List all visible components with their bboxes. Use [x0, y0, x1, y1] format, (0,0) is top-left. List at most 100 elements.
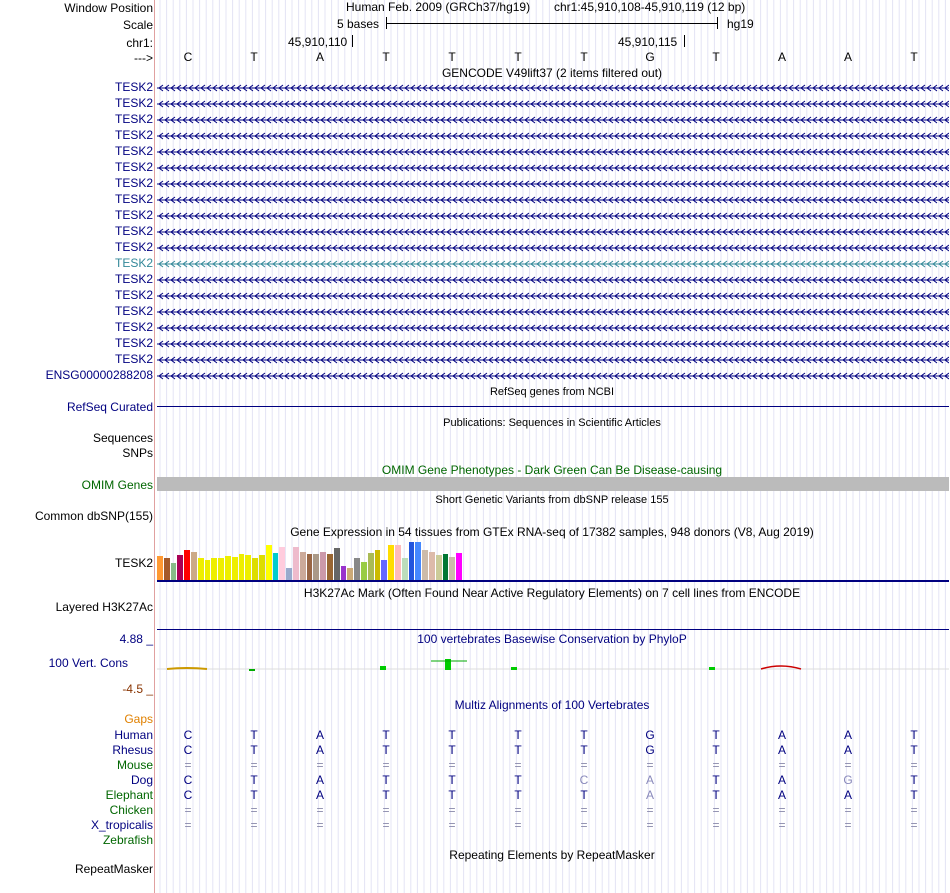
gtex-tissue-bar[interactable]: [306, 554, 313, 580]
gencode-gene-track[interactable]: [157, 163, 949, 173]
gencode-gene-track[interactable]: [157, 83, 949, 93]
gtex-label[interactable]: TESK2: [114, 556, 153, 570]
gtex-tissue-bar[interactable]: [191, 552, 197, 580]
sequences-label[interactable]: Sequences: [92, 431, 153, 445]
gtex-tissue-bar[interactable]: [299, 552, 306, 580]
gtex-tissue-bar[interactable]: [381, 560, 388, 580]
gtex-tissue-bar[interactable]: [456, 553, 462, 580]
gencode-gene-label[interactable]: TESK2: [114, 144, 153, 158]
refseq-label[interactable]: RefSeq Curated: [66, 400, 153, 414]
gtex-tissue-bar[interactable]: [163, 558, 170, 580]
gaps-label[interactable]: Gaps: [124, 712, 153, 726]
gencode-gene-track[interactable]: [157, 307, 949, 317]
gencode-gene-label[interactable]: TESK2: [114, 128, 153, 142]
omim-title[interactable]: OMIM Gene Phenotypes - Dark Green Can Be…: [381, 463, 723, 477]
gtex-tissue-bar[interactable]: [245, 555, 252, 580]
gencode-gene-track[interactable]: [157, 259, 949, 269]
gencode-gene-label[interactable]: TESK2: [114, 336, 153, 350]
multiz-species-label[interactable]: Rhesus: [112, 743, 153, 757]
gtex-tissue-bar[interactable]: [395, 545, 401, 580]
gencode-gene-track[interactable]: [157, 147, 949, 157]
gtex-tissue-bar[interactable]: [388, 545, 394, 580]
gencode-gene-track[interactable]: [157, 371, 949, 381]
gtex-tissue-bar[interactable]: [259, 555, 265, 580]
repeatmasker-label[interactable]: RepeatMasker: [74, 862, 153, 876]
multiz-species-label[interactable]: Human: [114, 728, 153, 742]
refseq-title[interactable]: RefSeq genes from NCBI: [489, 386, 615, 398]
gtex-tissue-bar[interactable]: [422, 550, 428, 580]
gtex-tissue-bar[interactable]: [211, 558, 218, 580]
snps-label[interactable]: SNPs: [122, 446, 153, 460]
gencode-gene-label[interactable]: TESK2: [114, 304, 153, 318]
multiz-species-label[interactable]: Elephant: [105, 788, 153, 802]
gencode-gene-track[interactable]: [157, 99, 949, 109]
gencode-gene-label[interactable]: TESK2: [114, 224, 153, 238]
gtex-tissue-bar[interactable]: [415, 542, 422, 580]
gencode-gene-label[interactable]: TESK2: [114, 176, 153, 190]
gencode-gene-track[interactable]: [157, 115, 949, 125]
gencode-gene-label[interactable]: ENSG00000288208: [45, 368, 153, 382]
gtex-tissue-bar[interactable]: [449, 557, 456, 580]
multiz-title[interactable]: Multiz Alignments of 100 Vertebrates: [454, 698, 650, 712]
gencode-gene-track[interactable]: [157, 243, 949, 253]
gencode-title[interactable]: GENCODE V49lift37 (2 items filtered out): [441, 66, 663, 80]
gencode-gene-label[interactable]: TESK2: [114, 352, 153, 366]
dbsnp-label[interactable]: Common dbSNP(155): [34, 509, 153, 523]
gtex-tissue-bar[interactable]: [320, 552, 326, 580]
dbsnp-title[interactable]: Short Genetic Variants from dbSNP releas…: [435, 494, 669, 506]
gtex-tissue-bar[interactable]: [313, 554, 320, 580]
gtex-tissue-bar[interactable]: [197, 558, 204, 580]
refseq-gene-line[interactable]: [157, 406, 949, 407]
gtex-tissue-bar[interactable]: [170, 563, 177, 580]
gtex-tissue-bar[interactable]: [184, 550, 190, 580]
gtex-tissue-bar[interactable]: [293, 547, 299, 580]
gtex-tissue-bar[interactable]: [333, 548, 340, 580]
gencode-gene-label[interactable]: TESK2: [114, 240, 153, 254]
gtex-tissue-bar[interactable]: [340, 566, 347, 580]
phylop-graph[interactable]: [157, 655, 949, 680]
gencode-gene-track[interactable]: [157, 195, 949, 205]
gencode-gene-label[interactable]: TESK2: [114, 256, 153, 270]
gtex-tissue-bar[interactable]: [374, 550, 381, 580]
gtex-tissue-bar[interactable]: [265, 545, 272, 580]
multiz-species-label[interactable]: Mouse: [116, 758, 153, 772]
gtex-tissue-bar[interactable]: [231, 557, 238, 580]
gtex-tissue-bar[interactable]: [367, 553, 374, 580]
gencode-gene-track[interactable]: [157, 355, 949, 365]
gtex-tissue-bar[interactable]: [327, 554, 333, 580]
h3k27ac-label[interactable]: Layered H3K27Ac: [55, 600, 153, 614]
gtex-tissue-bar[interactable]: [354, 558, 360, 580]
publications-title[interactable]: Publications: Sequences in Scientific Ar…: [443, 417, 661, 429]
gencode-gene-track[interactable]: [157, 211, 949, 221]
gtex-tissue-bar[interactable]: [225, 556, 231, 580]
gtex-tissue-bar[interactable]: [157, 556, 163, 580]
gtex-tissue-bar[interactable]: [272, 553, 279, 580]
gtex-tissue-bar[interactable]: [279, 547, 286, 580]
gtex-tissue-bar[interactable]: [204, 560, 211, 580]
gencode-gene-label[interactable]: TESK2: [114, 96, 153, 110]
gtex-tissue-bar[interactable]: [238, 554, 245, 580]
multiz-species-label[interactable]: X_tropicalis: [90, 818, 153, 832]
gtex-tissue-bar[interactable]: [408, 542, 415, 580]
h3k27ac-title[interactable]: H3K27Ac Mark (Often Found Near Active Re…: [303, 586, 801, 600]
gencode-gene-label[interactable]: TESK2: [114, 112, 153, 126]
gencode-gene-label[interactable]: TESK2: [114, 208, 153, 222]
gencode-gene-label[interactable]: TESK2: [114, 288, 153, 302]
gencode-gene-track[interactable]: [157, 275, 949, 285]
multiz-species-label[interactable]: Chicken: [109, 803, 153, 817]
gtex-tissue-bar[interactable]: [286, 568, 292, 580]
gencode-gene-track[interactable]: [157, 291, 949, 301]
gencode-gene-track[interactable]: [157, 339, 949, 349]
gencode-gene-label[interactable]: TESK2: [114, 272, 153, 286]
phylop-label[interactable]: 100 Vert. Cons: [48, 656, 128, 670]
gtex-tissue-bar[interactable]: [218, 558, 224, 580]
gtex-title[interactable]: Gene Expression in 54 tissues from GTEx …: [290, 525, 814, 539]
gtex-tissue-bar[interactable]: [435, 555, 442, 580]
omim-label[interactable]: OMIM Genes: [81, 478, 153, 492]
multiz-species-label[interactable]: Zebrafish: [102, 833, 153, 847]
gencode-gene-label[interactable]: TESK2: [114, 80, 153, 94]
gencode-gene-track[interactable]: [157, 179, 949, 189]
gencode-gene-track[interactable]: [157, 323, 949, 333]
gencode-gene-track[interactable]: [157, 227, 949, 237]
gencode-gene-label[interactable]: TESK2: [114, 160, 153, 174]
